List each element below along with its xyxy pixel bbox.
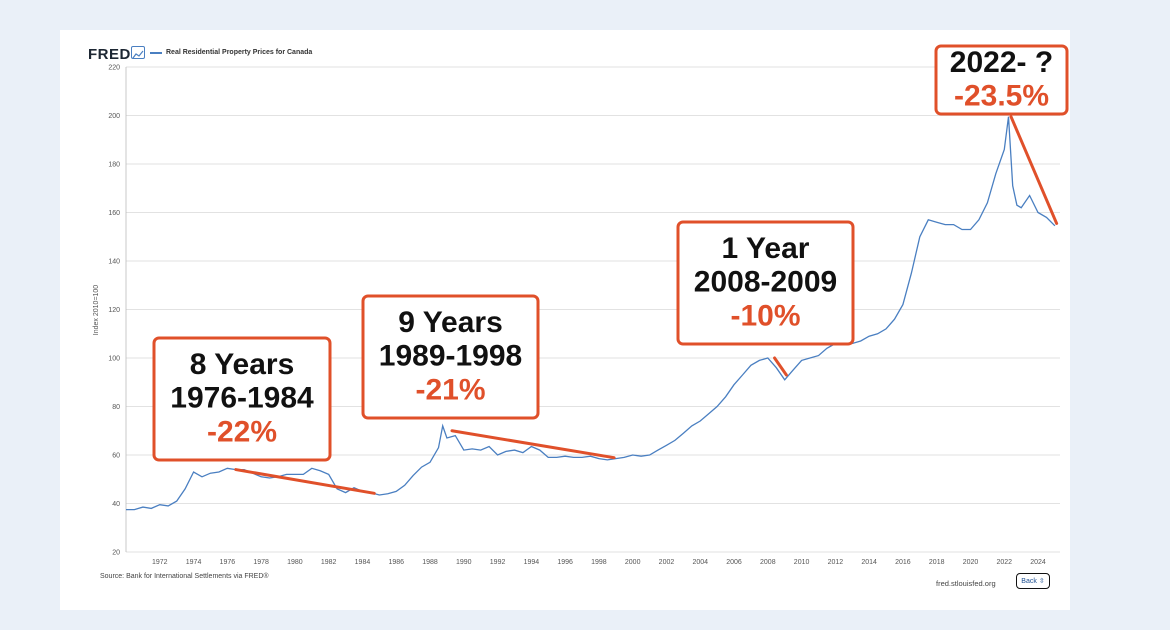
- annotation-box-3: [676, 220, 855, 346]
- y-axis-label: Index 2010=100: [93, 285, 100, 336]
- x-tick-2020: 2020: [963, 559, 979, 566]
- legend-swatch: [150, 51, 162, 54]
- y-tick-220: 220: [108, 65, 120, 72]
- y-tick-160: 160: [108, 210, 120, 217]
- x-tick-2014: 2014: [861, 559, 877, 566]
- annotation-text-3-3: -10%: [730, 299, 800, 332]
- x-tick-1984: 1984: [355, 559, 371, 566]
- x-tick-2000: 2000: [625, 559, 641, 566]
- x-tick-labels: 1972 1974 1976 1978 1980 1982 1984 1986 1988 1990…: [152, 559, 1046, 566]
- x-tick-2006: 2006: [726, 559, 742, 566]
- y-tick-60: 60: [112, 453, 120, 460]
- annotation-text-2-2: 1989-1998: [379, 340, 522, 373]
- chart-legend: Real Residential Property Prices for Can…: [150, 49, 312, 56]
- annotation-text-3-2: 2008-2009: [694, 266, 837, 299]
- grid-lines: [125, 66, 1060, 553]
- x-tick-2016: 2016: [895, 559, 911, 566]
- annotation-line-2: [450, 429, 616, 460]
- chart-card: [60, 30, 1070, 610]
- annotation-text-2-3: -21%: [415, 373, 485, 406]
- x-tick-1992: 1992: [490, 559, 506, 566]
- x-tick-1976: 1976: [220, 559, 236, 566]
- x-tick-1972: 1972: [152, 559, 168, 566]
- back-label: Back: [1021, 578, 1037, 585]
- x-tick-1994: 1994: [524, 559, 540, 566]
- y-tick-labels: 20 40 60 80 100 120 140 160 180 200 220: [108, 65, 120, 557]
- trend-chart-icon: [131, 46, 145, 59]
- y-tick-80: 80: [112, 404, 120, 411]
- annotation-line-4: [1009, 115, 1059, 225]
- y-tick-100: 100: [108, 356, 120, 363]
- annotation-text-3-1: 1 Year: [722, 232, 810, 265]
- x-tick-2018: 2018: [929, 559, 945, 566]
- annotation-text-4-1: 2022- ?: [950, 46, 1053, 79]
- source-note: Source: Bank for International Settlemen…: [100, 573, 269, 580]
- series-line-canada: [126, 116, 1056, 511]
- annotation-line-3: [773, 356, 788, 377]
- y-tick-20: 20: [112, 550, 120, 557]
- annotation-box-1: [152, 336, 332, 462]
- annotation-line-1: [234, 468, 376, 495]
- x-tick-2002: 2002: [659, 559, 675, 566]
- annotation-text-4-2: -23.5%: [954, 80, 1049, 113]
- x-tick-1990: 1990: [456, 559, 472, 566]
- annotation-text-2-1: 9 Years: [398, 306, 503, 339]
- y-tick-180: 180: [108, 162, 120, 169]
- x-tick-2022: 2022: [996, 559, 1012, 566]
- x-tick-1996: 1996: [557, 559, 573, 566]
- x-tick-2024: 2024: [1030, 559, 1046, 566]
- x-tick-2008: 2008: [760, 559, 776, 566]
- x-tick-1988: 1988: [422, 559, 438, 566]
- fred-logo[interactable]: FRED: [88, 46, 131, 63]
- annotation-text-1-1: 8 Years: [190, 348, 295, 381]
- x-tick-1998: 1998: [591, 559, 607, 566]
- x-tick-2010: 2010: [794, 559, 810, 566]
- back-button[interactable]: Back ⇳: [1016, 573, 1050, 589]
- annotation-text-1-3: -22%: [207, 415, 277, 448]
- up-down-arrows-icon: ⇳: [1038, 578, 1045, 585]
- y-tick-120: 120: [108, 307, 120, 314]
- x-tick-1982: 1982: [321, 559, 337, 566]
- annotation-box-4: [934, 44, 1069, 116]
- x-tick-1986: 1986: [388, 559, 404, 566]
- annotation-box-2: [361, 294, 540, 420]
- annotation-4: 2022- ?-23.5%: [934, 44, 1069, 225]
- x-tick-2004: 2004: [692, 559, 708, 566]
- legend-label: Real Residential Property Prices for Can…: [166, 49, 313, 56]
- y-tick-40: 40: [112, 501, 120, 508]
- site-url[interactable]: fred.stlouisfed.org: [936, 579, 996, 588]
- x-tick-2012: 2012: [828, 559, 844, 566]
- y-tick-140: 140: [108, 259, 120, 266]
- x-tick-1980: 1980: [287, 559, 303, 566]
- x-tick-1978: 1978: [253, 559, 269, 566]
- x-tick-1974: 1974: [186, 559, 202, 566]
- annotation-text-1-2: 1976-1984: [170, 382, 314, 415]
- y-tick-200: 200: [108, 113, 120, 120]
